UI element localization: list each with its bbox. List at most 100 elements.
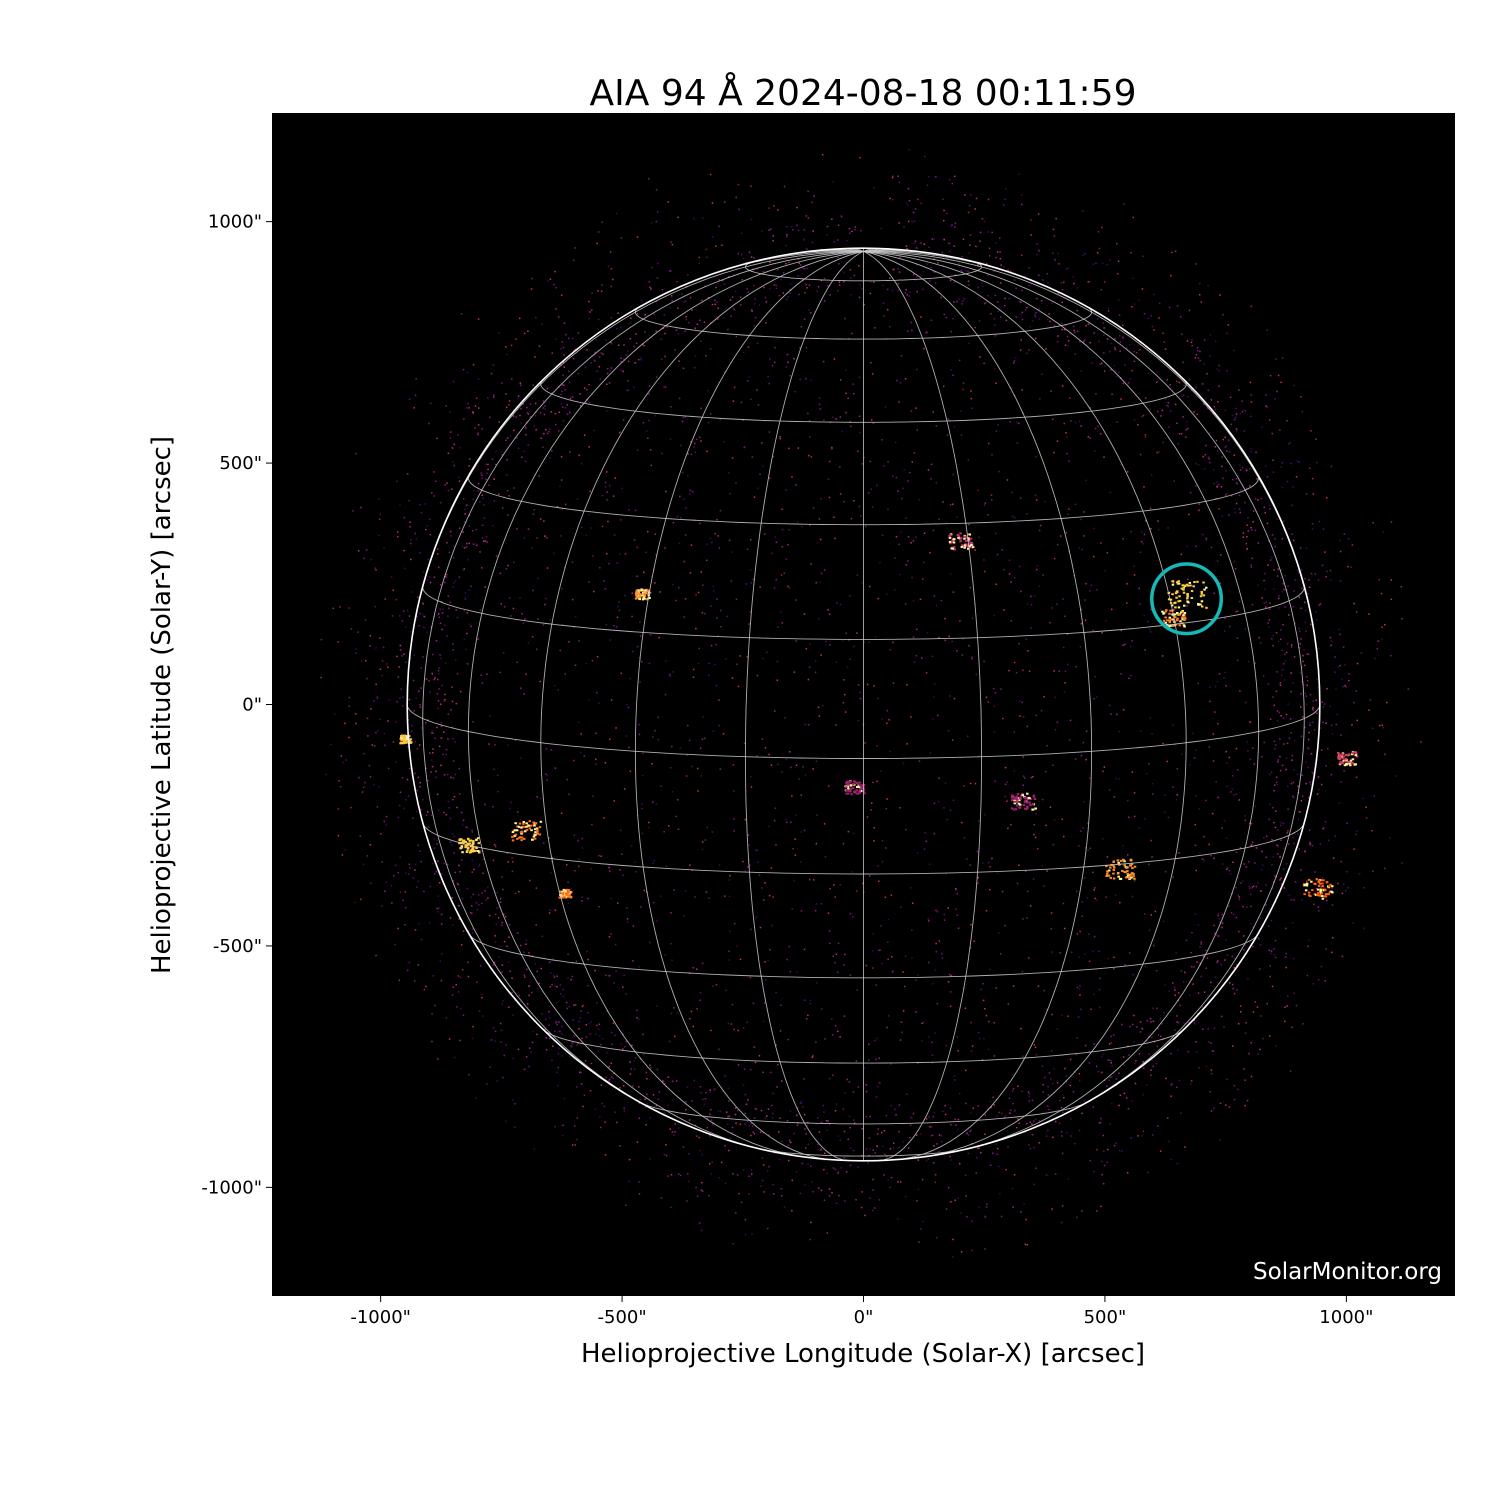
emission-pixel xyxy=(668,825,670,827)
emission-pixel xyxy=(752,1131,754,1133)
emission-pixel xyxy=(930,478,932,480)
emission-pixel xyxy=(1244,815,1246,817)
emission-pixel xyxy=(577,721,580,723)
emission-pixel xyxy=(1247,749,1249,752)
emission-pixel xyxy=(578,454,580,457)
emission-pixel xyxy=(1286,480,1289,483)
emission-pixel xyxy=(1023,1203,1025,1205)
emission-pixel xyxy=(906,743,908,745)
emission-pixel xyxy=(1021,701,1023,704)
emission-pixel xyxy=(604,1121,606,1123)
emission-pixel xyxy=(669,675,672,678)
emission-pixel xyxy=(494,744,496,746)
emission-pixel xyxy=(1151,1134,1154,1136)
emission-pixel xyxy=(397,816,400,819)
emission-pixel xyxy=(935,425,938,427)
emission-pixel xyxy=(1180,553,1183,556)
emission-pixel xyxy=(590,1062,593,1065)
emission-pixel xyxy=(705,355,707,357)
emission-pixel xyxy=(585,662,588,665)
emission-pixel xyxy=(746,656,749,658)
emission-pixel xyxy=(891,289,894,292)
emission-pixel xyxy=(986,1203,988,1205)
emission-pixel xyxy=(598,366,601,368)
emission-pixel xyxy=(543,520,545,522)
emission-pixel xyxy=(568,370,570,373)
emission-pixel xyxy=(850,277,852,279)
emission-pixel xyxy=(690,453,693,456)
emission-pixel xyxy=(1279,769,1282,772)
emission-pixel xyxy=(1250,822,1253,825)
emission-pixel xyxy=(551,983,553,986)
emission-pixel xyxy=(993,705,996,707)
emission-pixel xyxy=(1368,709,1370,711)
emission-pixel xyxy=(1093,1170,1095,1173)
emission-pixel xyxy=(994,692,997,694)
emission-pixel xyxy=(396,701,398,703)
emission-pixel xyxy=(1339,550,1342,553)
emission-pixel xyxy=(619,1145,621,1147)
emission-pixel xyxy=(510,344,513,347)
emission-pixel xyxy=(953,301,955,303)
emission-pixel xyxy=(759,473,761,475)
emission-pixel xyxy=(1355,833,1357,836)
emission-pixel xyxy=(1325,722,1327,724)
emission-pixel xyxy=(610,933,612,935)
emission-pixel xyxy=(879,770,882,772)
emission-pixel xyxy=(531,277,533,280)
emission-pixel xyxy=(481,428,483,430)
emission-pixel xyxy=(923,1021,925,1024)
emission-pixel xyxy=(648,385,651,387)
emission-pixel xyxy=(575,1004,577,1006)
emission-pixel xyxy=(445,405,447,407)
emission-pixel xyxy=(1099,433,1102,435)
emission-pixel xyxy=(1249,468,1251,470)
emission-pixel xyxy=(1193,966,1195,968)
emission-pixel xyxy=(649,941,651,944)
emission-pixel xyxy=(518,891,520,893)
emission-pixel xyxy=(1282,663,1285,665)
emission-pixel xyxy=(439,622,442,625)
emission-pixel xyxy=(1121,1023,1123,1026)
emission-pixel xyxy=(1172,786,1174,788)
emission-pixel xyxy=(889,277,891,279)
emission-pixel xyxy=(1200,941,1202,943)
emission-pixel xyxy=(516,661,518,664)
emission-pixel xyxy=(325,773,327,776)
emission-pixel xyxy=(976,1119,978,1121)
emission-pixel xyxy=(539,518,542,520)
emission-pixel xyxy=(1216,961,1218,964)
emission-pixel xyxy=(1070,1118,1072,1120)
emission-pixel xyxy=(1122,709,1125,711)
emission-pixel xyxy=(631,592,633,594)
emission-pixel xyxy=(804,999,806,1001)
emission-pixel xyxy=(933,595,936,597)
emission-pixel xyxy=(647,178,650,180)
emission-pixel xyxy=(635,333,637,335)
emission-pixel xyxy=(1246,741,1248,743)
emission-pixel xyxy=(1107,307,1110,310)
emission-pixel xyxy=(487,468,489,471)
emission-pixel xyxy=(435,776,437,779)
emission-pixel xyxy=(1118,335,1121,337)
emission-pixel xyxy=(706,543,708,546)
emission-pixel xyxy=(920,1228,922,1230)
emission-pixel xyxy=(549,909,551,911)
emission-pixel xyxy=(399,644,402,647)
emission-pixel xyxy=(1205,967,1207,969)
emission-pixel xyxy=(739,655,741,657)
emission-pixel xyxy=(1216,934,1218,936)
emission-pixel xyxy=(826,1232,829,1234)
emission-pixel xyxy=(483,504,485,506)
emission-pixel xyxy=(1275,358,1277,360)
emission-pixel xyxy=(943,209,945,212)
emission-pixel xyxy=(408,499,410,502)
emission-pixel xyxy=(1025,638,1028,640)
emission-pixel xyxy=(994,368,996,370)
emission-pixel xyxy=(954,1118,957,1121)
emission-pixel xyxy=(760,1185,762,1187)
emission-pixel xyxy=(1178,852,1180,854)
emission-pixel xyxy=(689,572,692,574)
emission-pixel xyxy=(723,371,726,373)
emission-pixel xyxy=(800,326,802,328)
